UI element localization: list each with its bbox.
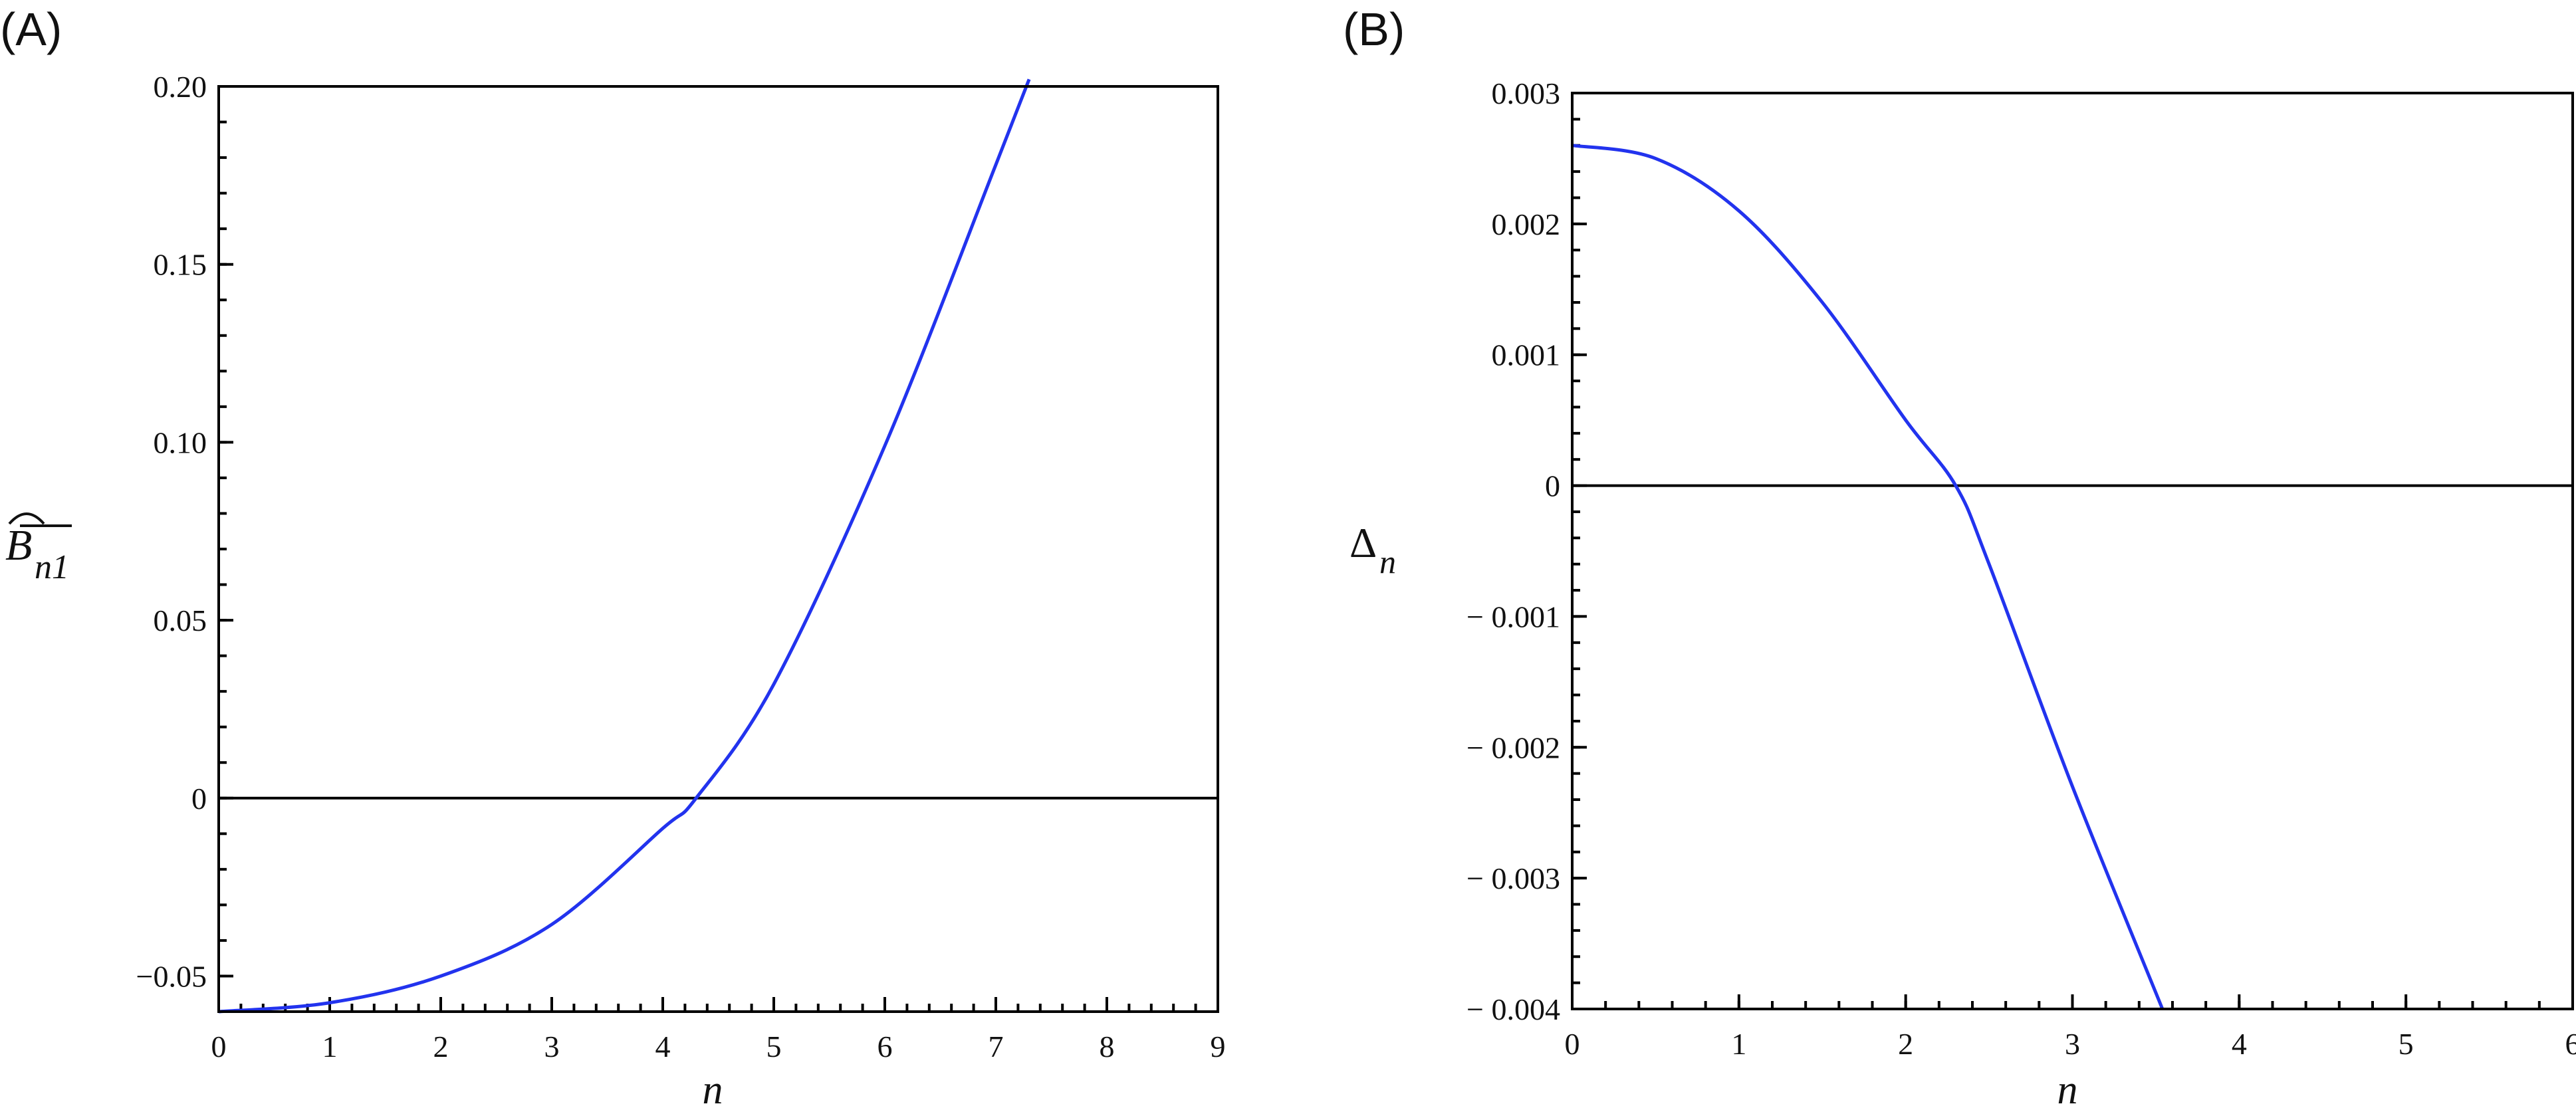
y-tick-label: 0.002 [1492, 207, 1561, 241]
x-tick-label: 8 [1100, 1030, 1115, 1063]
panel-a-x-axis-label: n [703, 1067, 723, 1113]
x-tick-label: 2 [1898, 1027, 1913, 1061]
y-tick-label: − 0.003 [1466, 861, 1560, 895]
panel-a-x-tick-labels: 0 1 2 3 4 5 6 7 8 9 [211, 1030, 1226, 1063]
y-tick-label: − 0.004 [1466, 992, 1560, 1026]
x-tick-label: 6 [878, 1030, 893, 1063]
y-tick-label: − 0.001 [1466, 600, 1560, 633]
panel-b-label: (B) [1343, 3, 1405, 55]
panel-b-x-tick-labels: 0 1 2 3 4 5 6 [1565, 1027, 2576, 1061]
panel-b-y-tick-labels: − 0.004 − 0.003 − 0.002 − 0.001 0 0.001 … [1466, 76, 1560, 1026]
panel-a-data-line [218, 78, 1031, 1014]
panel-a-label: (A) [0, 3, 62, 55]
y-tick-label: 0.001 [1492, 338, 1561, 372]
x-tick-label: 7 [989, 1030, 1004, 1063]
x-tick-label: 3 [2065, 1027, 2080, 1061]
x-tick-label: 5 [2399, 1027, 2414, 1061]
panel-a-y-tick-labels: −0.05 0 0.05 0.10 0.15 0.20 [136, 70, 207, 993]
panel-b-major-ticks [1571, 92, 2574, 1010]
y-tick-label: 0.10 [154, 425, 207, 459]
y-tick-label: 0.05 [154, 604, 207, 637]
panel-b-minor-ticks [1571, 92, 2574, 1010]
x-tick-label: 1 [1731, 1027, 1746, 1061]
panel-b-plot-frame [1571, 92, 2574, 1010]
x-tick-label: 4 [655, 1030, 671, 1063]
x-tick-label: 6 [2565, 1027, 2576, 1061]
panel-a-y-axis-label: B n1 [5, 512, 72, 586]
y-axis-label-main: B [5, 521, 32, 570]
panel-b-x-axis-label: n [2057, 1067, 2078, 1113]
x-tick-label: 0 [1565, 1027, 1580, 1061]
panel-a-minor-ticks [217, 85, 1219, 1012]
y-axis-label-subscript: n [1379, 543, 1396, 580]
panel-b: (B) 0 1 2 3 4 5 6 − 0.004 − 0.003 − 0.00… [1343, 3, 2576, 1113]
y-tick-label: −0.05 [136, 959, 207, 993]
panel-a: (A) 0 1 2 3 4 5 6 7 8 9 −0.05 0 0.05 0.1… [0, 3, 1226, 1113]
y-tick-label: 0.003 [1492, 76, 1561, 110]
hat-accent-icon [8, 512, 45, 525]
x-tick-label: 4 [2232, 1027, 2247, 1061]
panel-a-plot-frame [217, 85, 1219, 1013]
panel-a-major-ticks [217, 85, 1219, 1012]
y-tick-label: − 0.002 [1466, 730, 1560, 764]
x-tick-label: 9 [1211, 1030, 1226, 1063]
y-axis-label-main: Δ [1349, 519, 1377, 566]
x-tick-label: 2 [433, 1030, 449, 1063]
x-tick-label: 3 [544, 1030, 560, 1063]
x-tick-label: 5 [766, 1030, 782, 1063]
y-tick-label: 0 [191, 782, 207, 816]
y-tick-label: 0 [1545, 469, 1560, 503]
panel-b-data-line [1572, 144, 2165, 1010]
x-tick-label: 1 [322, 1030, 338, 1063]
y-tick-label: 0.15 [154, 248, 207, 282]
panel-b-y-axis-label: Δ n [1349, 519, 1396, 580]
y-tick-label: 0.20 [154, 70, 207, 104]
y-axis-label-subscript: n1 [35, 548, 69, 586]
x-tick-label: 0 [211, 1030, 227, 1063]
